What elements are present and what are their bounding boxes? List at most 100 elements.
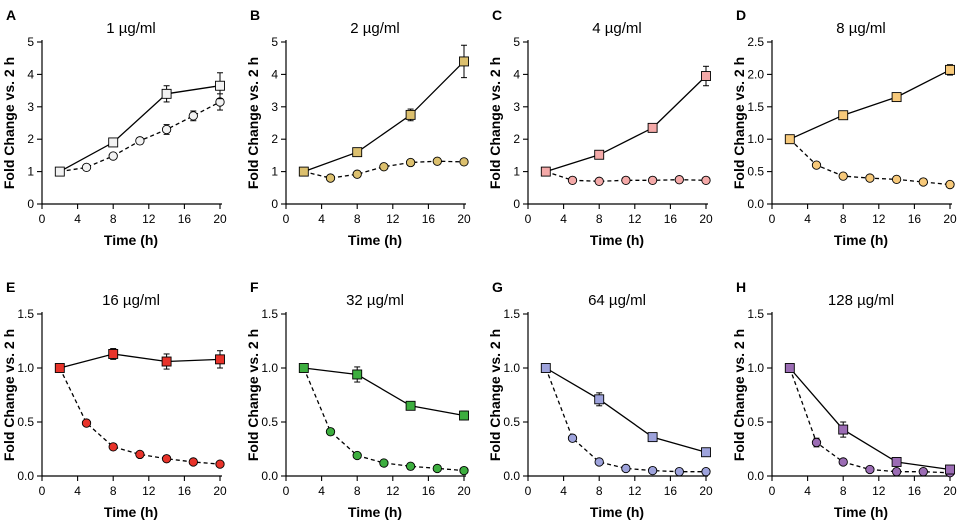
series-line (789, 367, 951, 471)
panel-title: 2 µg/ml (350, 20, 400, 37)
x-tick-label: 0 (525, 212, 532, 226)
y-tick-label: 0 (513, 197, 520, 211)
y-tick-label: 3 (513, 100, 520, 114)
data-point-circle (81, 162, 92, 173)
x-tick-label: 16 (908, 212, 922, 226)
data-point-circle (567, 175, 578, 185)
x-tick-label: 20 (213, 212, 227, 226)
x-tick-label: 4 (318, 212, 325, 226)
data-point-circle (459, 465, 469, 476)
y-tick-label: 0.5 (503, 415, 520, 429)
data-point-square (352, 147, 363, 158)
panel-title: 4 µg/ml (592, 20, 642, 37)
y-tick-label: 1.0 (17, 361, 34, 375)
x-axis-label: Time (h) (834, 504, 888, 520)
panel-letter: C (492, 7, 502, 23)
y-tick-label: 0.0 (747, 197, 764, 211)
data-point-circle (188, 111, 198, 121)
x-tick-label: 20 (943, 484, 957, 498)
series-line (545, 75, 707, 173)
series-line (303, 60, 465, 173)
data-point-circle (621, 463, 631, 474)
series-square-solid (54, 348, 225, 373)
data-point-circle (81, 418, 92, 428)
series-line (59, 85, 221, 173)
x-tick-label: 0 (283, 212, 290, 226)
series-line (59, 367, 221, 465)
x-axis-label: Time (h) (834, 232, 888, 248)
y-tick-label: 0.5 (747, 165, 764, 179)
x-tick-label: 4 (804, 484, 811, 498)
data-point-circle (352, 450, 362, 461)
x-axis-label: Time (h) (104, 504, 158, 520)
x-tick-label: 16 (664, 484, 678, 498)
data-point-circle (674, 467, 684, 477)
data-point-square (784, 134, 795, 145)
data-point-circle (647, 175, 658, 185)
panel-letter: G (492, 279, 503, 295)
series-circle-dashed (785, 134, 955, 190)
x-tick-label: 16 (422, 212, 436, 226)
data-point-circle (674, 175, 684, 185)
panel-title: 8 µg/ml (836, 20, 886, 37)
data-point-square (701, 447, 711, 458)
x-axis-label: Time (h) (590, 504, 644, 520)
data-point-circle (838, 457, 848, 467)
x-tick-label: 8 (840, 484, 847, 498)
y-tick-label: 5 (271, 35, 278, 49)
data-point-square (108, 349, 119, 359)
data-point-square (647, 432, 658, 443)
y-axis-label: Fold Change vs. 2 h (731, 329, 747, 461)
x-tick-label: 0 (39, 212, 46, 226)
data-point-circle (865, 464, 875, 475)
panel-title: 128 µg/ml (828, 292, 894, 309)
data-point-circle (405, 157, 416, 168)
x-tick-label: 12 (142, 484, 156, 498)
y-tick-label: 0.5 (17, 415, 34, 429)
data-point-square (215, 354, 225, 365)
data-point-circle (325, 427, 336, 437)
data-point-square (891, 457, 902, 467)
y-tick-label: 4 (271, 67, 278, 81)
x-tick-label: 16 (908, 484, 922, 498)
data-point-circle (215, 459, 225, 469)
x-tick-label: 16 (422, 484, 436, 498)
data-point-circle (161, 454, 172, 464)
series-line (545, 367, 706, 473)
y-tick-label: 4 (513, 67, 520, 81)
y-axis-label: Fold Change vs. 2 h (1, 329, 17, 461)
x-tick-label: 0 (283, 484, 290, 498)
x-tick-label: 0 (769, 484, 776, 498)
panel-h: H 128 µg/ml 0.0 0.5 1.0 1.5 0 4 8 12 16 20 Time (h) F… (731, 279, 957, 520)
data-point-circle (432, 463, 442, 474)
data-point-square (540, 166, 551, 177)
data-point-square (838, 110, 849, 121)
x-axis-label: Time (h) (104, 232, 158, 248)
data-point-circle (325, 173, 336, 183)
data-point-circle (865, 173, 875, 183)
y-tick-label: 1 (27, 165, 34, 179)
x-tick-label: 20 (699, 212, 713, 226)
data-point-circle (838, 171, 848, 181)
data-point-circle (811, 160, 822, 170)
x-tick-label: 12 (872, 212, 886, 226)
data-point-circle (188, 457, 198, 467)
y-tick-label: 1.5 (747, 100, 764, 114)
data-point-circle (891, 174, 902, 185)
data-point-circle (891, 467, 902, 477)
series-square-solid (540, 363, 711, 458)
series-circle-dashed (299, 363, 469, 476)
data-point-circle (379, 458, 389, 468)
x-tick-label: 16 (178, 484, 192, 498)
x-tick-label: 12 (142, 212, 156, 226)
data-point-circle (352, 169, 362, 179)
y-axis-label: Fold Change vs. 2 h (1, 57, 17, 189)
x-axis-label: Time (h) (590, 232, 644, 248)
panel-title: 64 µg/ml (588, 292, 646, 309)
data-point-circle (918, 177, 928, 187)
data-point-circle (135, 449, 145, 460)
data-point-square (594, 394, 605, 405)
y-axis-label: Fold Change vs. 2 h (245, 329, 261, 461)
y-axis-label: Fold Change vs. 2 h (487, 57, 503, 189)
